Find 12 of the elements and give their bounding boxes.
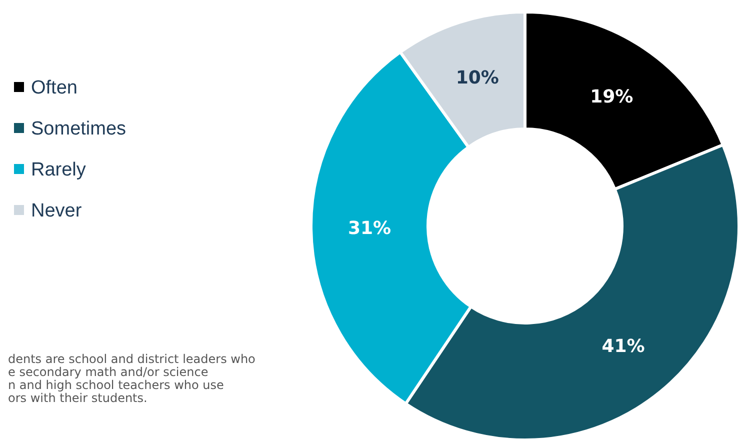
text: ors with their students.: [8, 391, 148, 405]
data-label: 10%: [456, 67, 499, 88]
legend-label: Sometimes: [31, 118, 126, 140]
text: dents are school and district leaders who: [8, 352, 256, 366]
text: n and high school teachers who use: [8, 378, 224, 392]
legend-label: Never: [31, 200, 82, 222]
legend-label: Often: [31, 78, 78, 98]
data-label: 19%: [590, 86, 634, 108]
text: e secondary math and/or science: [8, 365, 208, 379]
data-label: 31%: [348, 218, 392, 239]
legend-label: Rarely: [31, 160, 86, 180]
data-label: 41%: [602, 336, 645, 357]
